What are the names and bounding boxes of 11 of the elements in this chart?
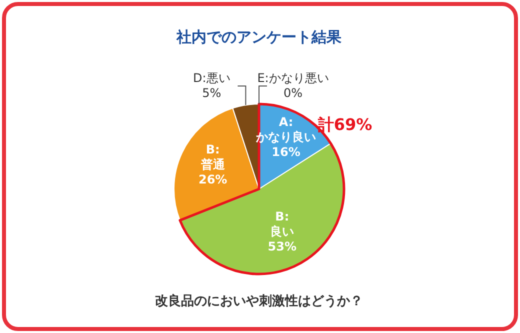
data-label: 26% <box>198 172 228 186</box>
data-label: 5% <box>202 86 222 100</box>
chart-title: 社内でのアンケート結果 <box>176 28 342 46</box>
slice-label: B:良い <box>270 209 294 238</box>
text: 0% <box>283 86 303 100</box>
slice-label: B:普通 <box>200 142 226 172</box>
text: 改良品のにおいや刺激性はどうか？ <box>155 293 363 309</box>
category-label: E:かなり悪い <box>257 71 329 85</box>
slice-label: D:悪い <box>193 71 230 85</box>
data-label: 53% <box>268 239 297 254</box>
data-label: 16% <box>272 144 300 159</box>
